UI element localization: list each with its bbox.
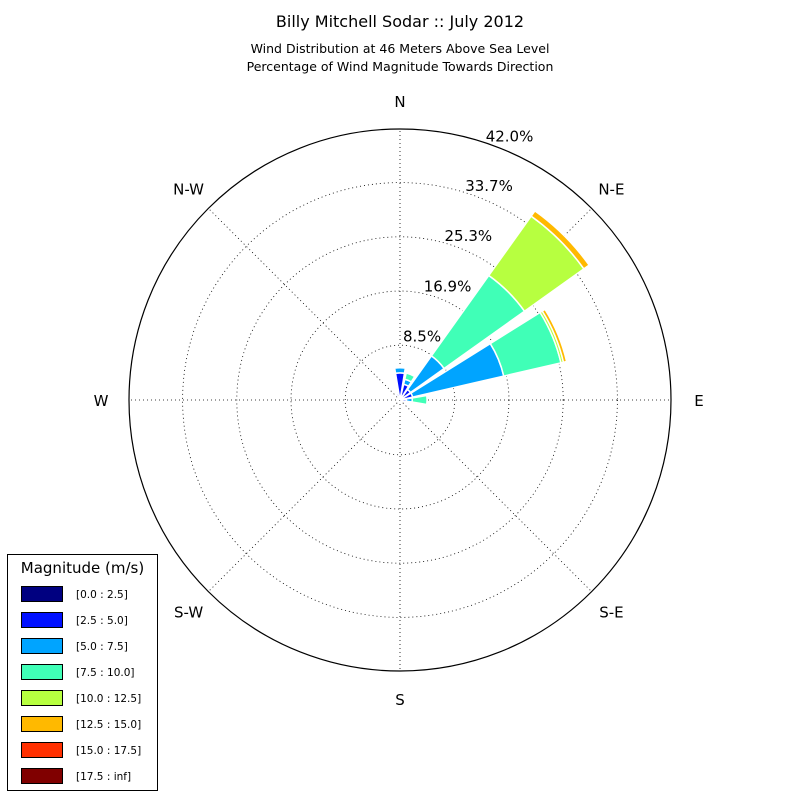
direction-label-s: S [395, 691, 405, 709]
radial-gridcircle [182, 182, 618, 618]
radial-gridcircle [344, 344, 456, 456]
chart-title: Billy Mitchell Sodar :: July 2012 [275, 12, 525, 31]
wind-wedge-segment [530, 209, 591, 270]
radial-tick-label: 8.5% [403, 327, 441, 345]
wind-wedge-segment [541, 308, 568, 364]
radial-gridline [399, 399, 592, 592]
radial-gridline [208, 208, 401, 401]
outer-circle [128, 128, 672, 672]
legend-label: [12.5 : 15.0] [76, 719, 142, 731]
legend-swatch [21, 638, 63, 654]
chart-subtitle-line-2: Percentage of Wind Magnitude Towards Dir… [246, 59, 554, 74]
legend: Magnitude (m/s) [0.0 : 2.5] [2.5 : 5.0] [5… [7, 554, 158, 791]
legend-swatch [21, 742, 63, 758]
legend-label: [7.5 : 10.0] [76, 667, 135, 679]
radial-tick-label: 16.9% [424, 277, 472, 295]
legend-swatch [21, 612, 63, 628]
direction-label-e: E [694, 392, 703, 410]
direction-label-s-w: S-W [174, 603, 203, 621]
wind-wedge-segment [395, 392, 401, 400]
direction-label-n: N [394, 93, 405, 111]
legend-swatch [21, 690, 63, 706]
legend-label: [10.0 : 12.5] [76, 693, 142, 705]
legend-label: [0.0 : 2.5] [76, 589, 128, 601]
wind-wedge-segment [393, 366, 407, 375]
radial-gridcircle [236, 236, 564, 564]
legend-label: [5.0 : 7.5] [76, 641, 128, 653]
direction-label-n-e: N-E [598, 181, 624, 199]
direction-label-n-w: N-W [173, 181, 204, 199]
legend-swatch [21, 586, 63, 602]
radial-gridline [208, 399, 401, 592]
legend-swatch [21, 664, 63, 680]
direction-label-w: W [94, 392, 109, 410]
legend-swatch [21, 716, 63, 732]
wind-wedge-segment [405, 397, 414, 403]
wind-wedge-segment [403, 372, 416, 383]
legend-label: [2.5 : 5.0] [76, 615, 128, 627]
radial-gridcircle [290, 290, 510, 510]
radial-tick-label: 33.7% [465, 177, 513, 195]
legend-swatch [21, 768, 63, 784]
radial-tick-label: 42.0% [486, 128, 534, 146]
legend-title: Magnitude (m/s) [20, 559, 145, 577]
legend-label: [17.5 : inf] [76, 771, 132, 783]
radial-tick-label: 25.3% [445, 227, 493, 245]
direction-label-s-e: S-E [599, 603, 623, 621]
wind-wedge-segment [411, 394, 428, 406]
legend-label: [15.0 : 17.5] [76, 745, 142, 757]
chart-subtitle-line-1: Wind Distribution at 46 Meters Above Sea… [250, 41, 550, 56]
